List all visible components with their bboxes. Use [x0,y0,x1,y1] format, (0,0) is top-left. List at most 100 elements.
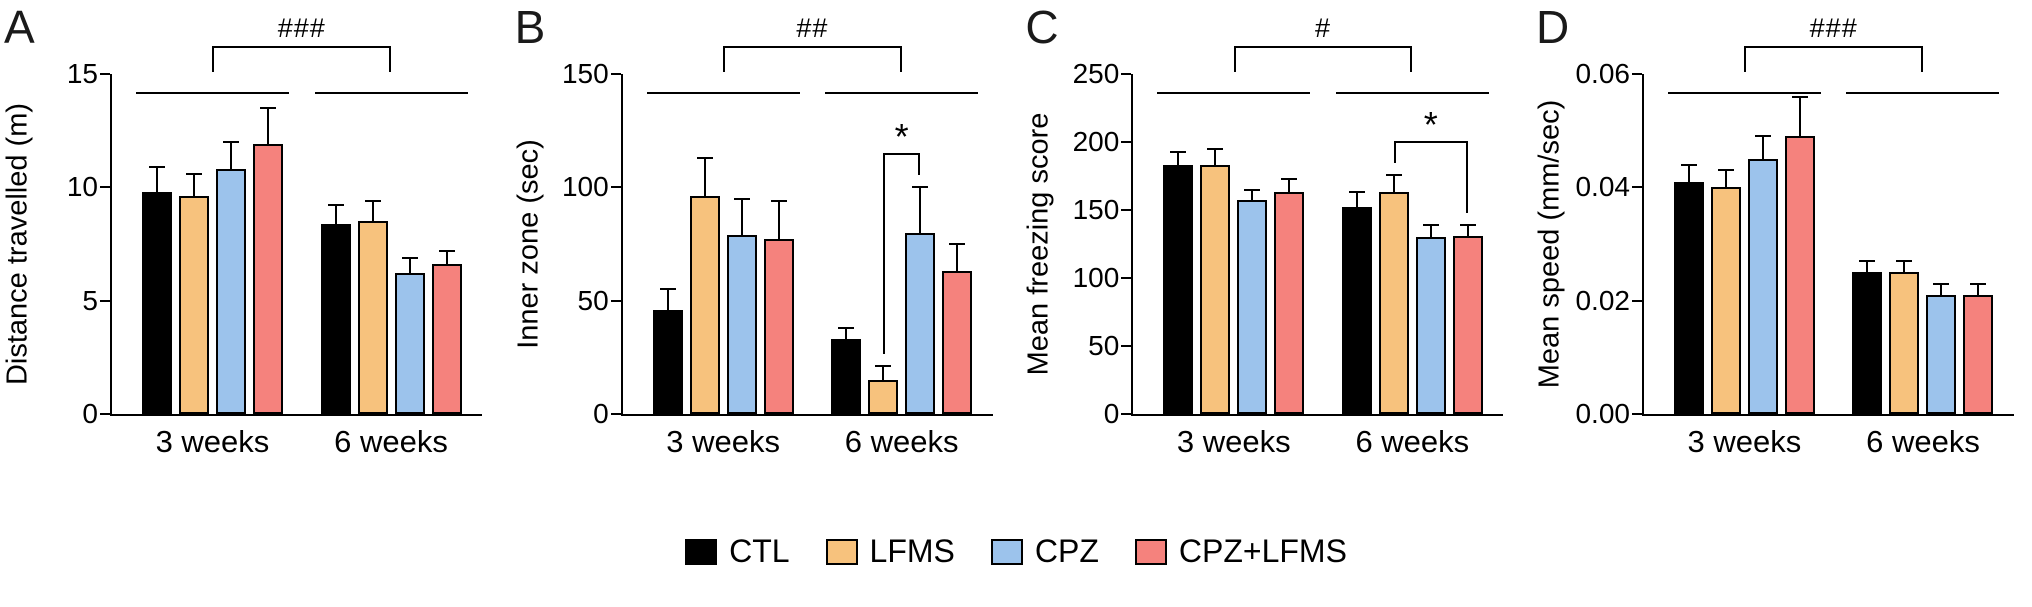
bar-cpz-lfms-3-weeks [763,239,794,414]
y-tick-label: 0.04 [1575,171,1630,203]
pairwise-significance-label: * [894,116,909,158]
legend: CTL LFMS CPZ CPZ+LFMS [0,533,2032,570]
error-bar-cap-cpz-lfms [1970,282,1987,285]
y-tick [1121,277,1132,279]
error-bar-stem-ctl [845,327,848,340]
error-bar-cap-cpz [1422,223,1439,226]
y-axis-line [1641,74,1644,416]
error-bar-cap-lfms [1896,260,1913,262]
error-bar-stem-lfms [371,200,374,222]
y-axis-label: Inner zone (sec) [512,139,545,349]
x-category-label-3-weeks: 3 weeks [155,424,270,459]
error-bar-stem-cpz-lfms [266,108,269,145]
y-tick [100,413,110,415]
group-significance-underline [1846,91,2000,94]
error-bar-cap-cpz-lfms [1791,95,1808,98]
error-bar-stem-lfms [703,157,706,197]
error-bar-stem-lfms [192,173,195,197]
y-tick [1121,141,1132,143]
bar-lfms-3-weeks [1710,187,1741,414]
error-bar-cap-ctl [1348,191,1365,194]
x-category-label-6-weeks: 6 weeks [1866,424,1980,459]
panel-label-b: B [514,1,546,53]
group-significance-label: # [1315,13,1332,43]
bar-cpz-6-weeks [394,273,425,414]
group-significance-label: ### [1809,13,1858,43]
y-tick-label: 100 [1072,262,1120,293]
error-bar-stem-ctl [1355,192,1358,208]
significance-bracket-horizontal [723,46,902,48]
bar-cpz-lfms-3-weeks [252,144,283,414]
y-tick-label: 150 [561,58,609,89]
error-bar-cap-ctl [1170,150,1187,153]
y-tick-label: 250 [1072,58,1120,89]
pair-bracket-horizontal [883,153,921,156]
bar-lfms-3-weeks [1200,165,1231,414]
y-tick-label: 0.00 [1575,398,1630,429]
x-axis-line [1641,414,2014,416]
y-tick-label: 10 [66,171,98,203]
x-category-label-6-weeks: 6 weeks [334,424,448,459]
error-bar-stem-ctl [1177,151,1180,166]
error-bar-cap-lfms [1717,169,1734,172]
y-axis-line [110,74,112,416]
error-bar-stem-cpz [1251,189,1254,201]
y-tick [610,73,621,75]
bar-ctl-6-weeks [831,339,862,414]
x-category-label-3-weeks: 3 weeks [1687,424,1802,459]
panel-label-a: A [4,1,35,53]
bar-ctl-3-weeks [652,309,683,414]
legend-label-ctl: CTL [729,533,790,569]
y-tick [100,299,110,302]
pair-bracket-vertical-left [1393,140,1396,163]
error-bar-stem-cpz-lfms [1798,96,1801,137]
error-bar-cap-lfms [696,156,713,159]
pair-bracket-vertical-right [1465,140,1468,214]
y-tick-label: 5 [82,284,98,316]
y-axis-line [620,74,623,416]
y-tick-label: 50 [577,284,609,316]
y-tick [100,186,110,189]
bar-lfms-3-weeks [689,196,720,414]
error-bar-cap-cpz-lfms [770,199,787,202]
error-bar-cap-cpz-lfms [1459,223,1476,226]
error-bar-cap-cpz-lfms [259,107,276,109]
error-bar-stem-cpz [919,187,922,233]
significance-bracket-vertical [1410,46,1413,72]
y-tick [1631,73,1642,75]
group-significance-label: ### [277,13,326,43]
bar-cpz-lfms-6-weeks [942,271,973,414]
x-category-label-6-weeks: 6 weeks [844,424,959,459]
error-bar-cap-lfms [364,199,381,202]
bar-cpz-3-weeks [726,234,757,414]
error-bar-cap-ctl [659,288,676,291]
error-bar-stem-ctl [334,205,337,224]
error-bar-cap-lfms [1207,147,1224,150]
error-bar-stem-cpz [1940,283,1943,295]
bar-cpz-lfms-6-weeks [1452,235,1483,414]
bar-lfms-6-weeks [1378,192,1409,414]
panel-label-c: C [1025,1,1059,53]
x-axis-line [110,414,482,416]
x-category-label-6-weeks: 6 weeks [1355,424,1470,459]
y-tick-label: 0.06 [1575,58,1630,89]
significance-bracket-vertical [1233,46,1236,72]
legend-swatch-ctl [685,538,718,565]
y-tick [1121,413,1132,415]
bar-cpz-6-weeks [1415,237,1446,414]
error-bar-stem-cpz-lfms [777,200,780,240]
error-bar-cap-cpz [912,186,929,189]
error-bar-cap-ctl [1680,163,1697,166]
significance-bracket-vertical [899,46,902,72]
error-bar-cap-lfms [875,365,892,368]
error-bar-stem-cpz [1761,136,1764,159]
legend-swatch-lfms [825,538,858,565]
legend-swatch-cpz-lfms [1134,538,1167,565]
error-bar-stem-cpz [229,142,232,170]
y-tick [1121,345,1132,347]
error-bar-stem-cpz [1429,224,1432,238]
bar-cpz-lfms-3-weeks [1784,136,1815,414]
error-bar-stem-cpz [740,198,743,235]
pair-bracket-horizontal [1393,140,1468,143]
error-bar-cap-cpz [1754,135,1771,138]
